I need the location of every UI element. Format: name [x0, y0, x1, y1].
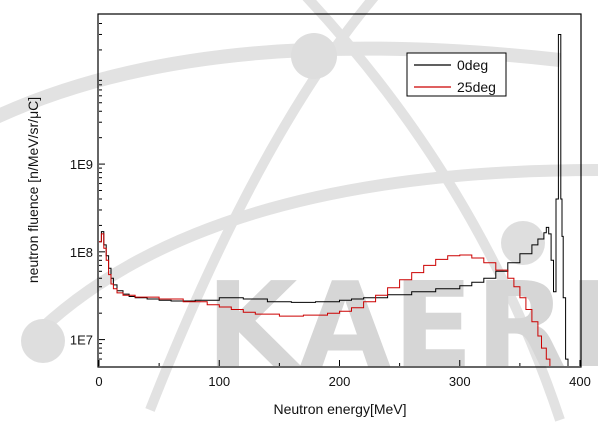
watermark-orbit-3 [145, 0, 379, 412]
plot-frame [97, 13, 582, 368]
legend-label-25deg: 25deg [457, 79, 496, 95]
x-tick-label: 400 [569, 374, 591, 389]
watermark-sphere-3 [21, 319, 65, 363]
series-layer [99, 34, 569, 366]
axis-ticks: 0 100 200 300 400 1E7 1E8 1E9 [70, 23, 591, 389]
y-tick-label: 1E9 [70, 157, 93, 172]
watermark-text: KAERI [206, 256, 598, 394]
series-line-0deg [99, 34, 569, 366]
watermark-orbit-1 [0, 41, 561, 124]
x-tick-label: 100 [208, 374, 230, 389]
y-tick-label: 1E7 [70, 333, 93, 348]
watermark-sphere-2 [501, 221, 545, 265]
legend: 0deg 25deg [406, 52, 507, 97]
x-tick-label: 300 [449, 374, 471, 389]
x-tick-label: 200 [329, 374, 351, 389]
x-axis-title: Neutron energy[MeV] [273, 401, 406, 417]
series-line-25deg [99, 233, 551, 366]
y-tick-label: 1E8 [70, 245, 93, 260]
watermark-sphere-1 [291, 33, 337, 79]
y-axis-title: neutron fluence [n/MeV/sr/μC] [25, 97, 41, 283]
legend-label-0deg: 0deg [457, 57, 488, 73]
watermark-orbit-2 [25, 164, 598, 345]
watermark-orbit-4 [302, 0, 565, 422]
legend-box [406, 52, 507, 97]
x-tick-label: 0 [95, 374, 102, 389]
